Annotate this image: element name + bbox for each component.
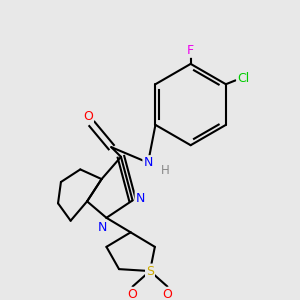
Text: O: O [83, 110, 93, 123]
Text: O: O [163, 288, 172, 300]
Text: F: F [187, 44, 194, 57]
Text: H: H [161, 164, 170, 177]
Text: N: N [143, 156, 153, 169]
Text: N: N [98, 221, 107, 234]
Text: N: N [136, 192, 145, 205]
Text: O: O [128, 288, 137, 300]
Text: S: S [146, 265, 154, 278]
Text: Cl: Cl [237, 72, 249, 85]
